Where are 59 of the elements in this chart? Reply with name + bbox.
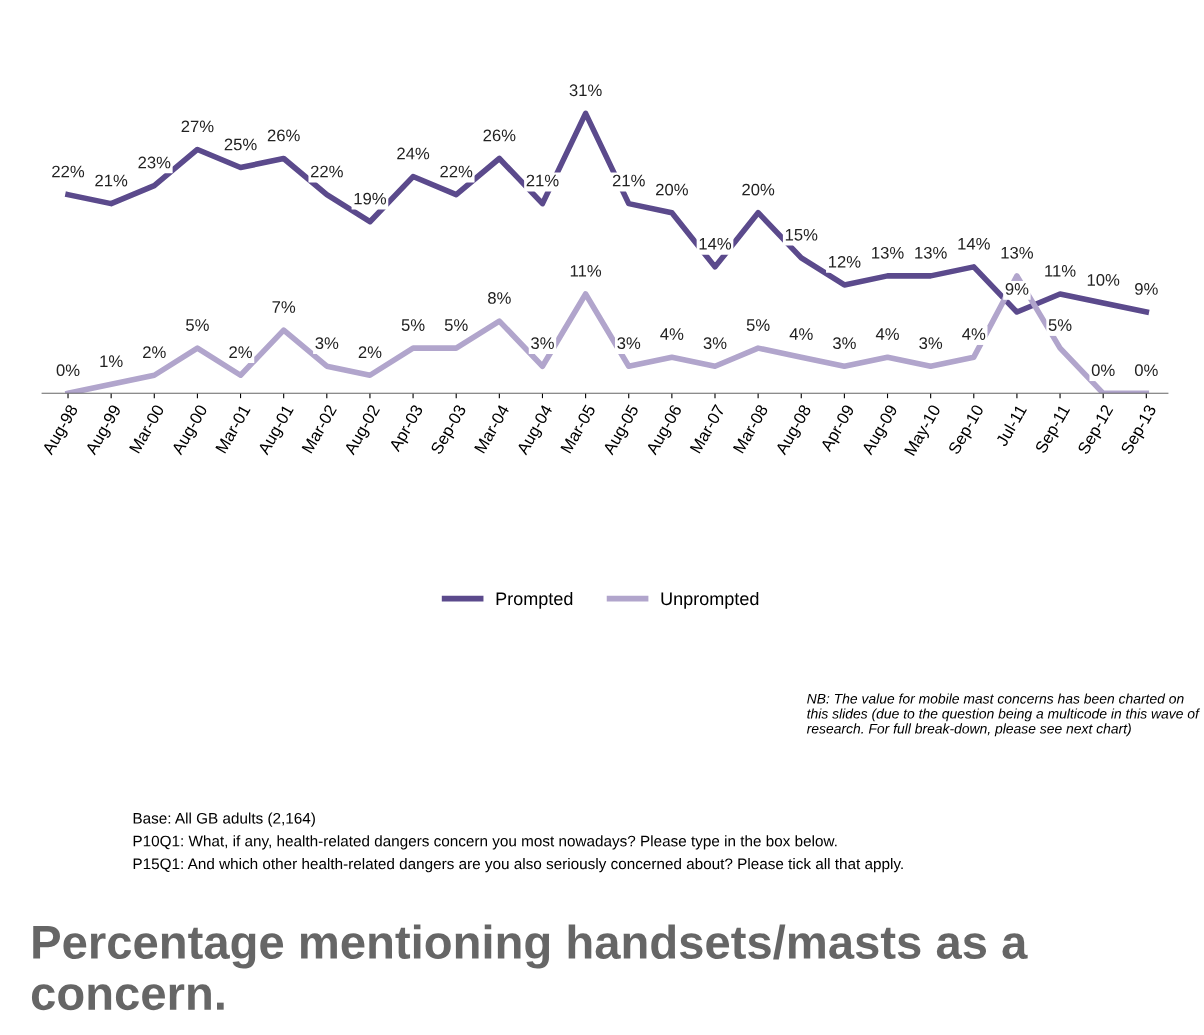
data-label: 0% <box>56 364 80 377</box>
data-label: 21% <box>612 174 645 187</box>
data-label: 3% <box>832 337 856 350</box>
data-label: 5% <box>186 319 209 331</box>
data-label: 5% <box>1048 319 1072 331</box>
data-label: 22% <box>310 165 343 178</box>
data-label: 4% <box>962 328 986 340</box>
data-label: 3% <box>919 337 943 350</box>
data-label: 20% <box>742 183 775 196</box>
data-label: 5% <box>746 319 770 331</box>
data-label: 2% <box>358 346 382 358</box>
data-label: 3% <box>703 337 727 350</box>
data-label: 20% <box>656 183 688 196</box>
data-label: 11% <box>1045 265 1076 277</box>
data-label: 3% <box>617 337 641 350</box>
legend-label: Prompted <box>496 591 573 609</box>
data-label: 13% <box>915 246 947 259</box>
data-label: 19% <box>354 192 387 205</box>
data-label: 9% <box>1135 283 1158 295</box>
data-label: 26% <box>267 129 300 142</box>
data-label: 12% <box>828 255 861 268</box>
data-label: 15% <box>785 228 818 241</box>
data-label: 26% <box>483 129 516 142</box>
data-label: 2% <box>229 346 252 358</box>
data-label: 21% <box>526 174 559 187</box>
text: Base: All GB adults (2,164) <box>133 812 315 827</box>
data-label: 14% <box>958 237 990 250</box>
data-label: 13% <box>1001 246 1034 259</box>
data-label: 23% <box>138 156 171 169</box>
data-label: 24% <box>397 147 430 160</box>
data-label: 25% <box>224 138 257 151</box>
data-label: 3% <box>315 337 339 350</box>
data-label: 2% <box>143 346 166 358</box>
data-label: 7% <box>272 301 296 313</box>
data-label: 1% <box>100 355 123 368</box>
data-label: 4% <box>789 328 813 340</box>
data-label: 5% <box>444 319 468 331</box>
data-label: 9% <box>1005 283 1029 295</box>
text: P10Q1: What, if any, health-related dangers concern you most nowadays? Please type in the box below. <box>133 835 837 850</box>
text: P15Q1: And which other health-related dangers are you also seriously concerned about? Please tick all that apply. <box>133 858 903 873</box>
legend-label: Unprompted <box>661 591 759 609</box>
data-label: 13% <box>872 246 904 259</box>
data-label: 10% <box>1087 274 1120 286</box>
data-label: 4% <box>660 328 684 340</box>
data-label: 22% <box>52 165 85 178</box>
text: Percentage mentioning handsets/masts as a concern. <box>31 924 1028 1011</box>
data-label: 21% <box>95 174 128 187</box>
data-label: 31% <box>569 84 602 97</box>
data-label: 11% <box>570 265 602 277</box>
data-label: 8% <box>488 292 511 304</box>
data-label: 4% <box>875 328 899 340</box>
data-label: 22% <box>440 165 473 178</box>
text: NB: The value for mobile mast concerns has been charted on this slides (due to the question being a multicode in this wave of research. For full break-down, please see next chart) <box>806 693 1201 737</box>
data-label: 27% <box>181 120 214 133</box>
data-label: 3% <box>531 337 554 350</box>
data-label: 14% <box>699 237 732 250</box>
data-label: 0% <box>1134 364 1158 377</box>
data-label: 0% <box>1091 364 1115 377</box>
data-label: 5% <box>401 319 425 331</box>
